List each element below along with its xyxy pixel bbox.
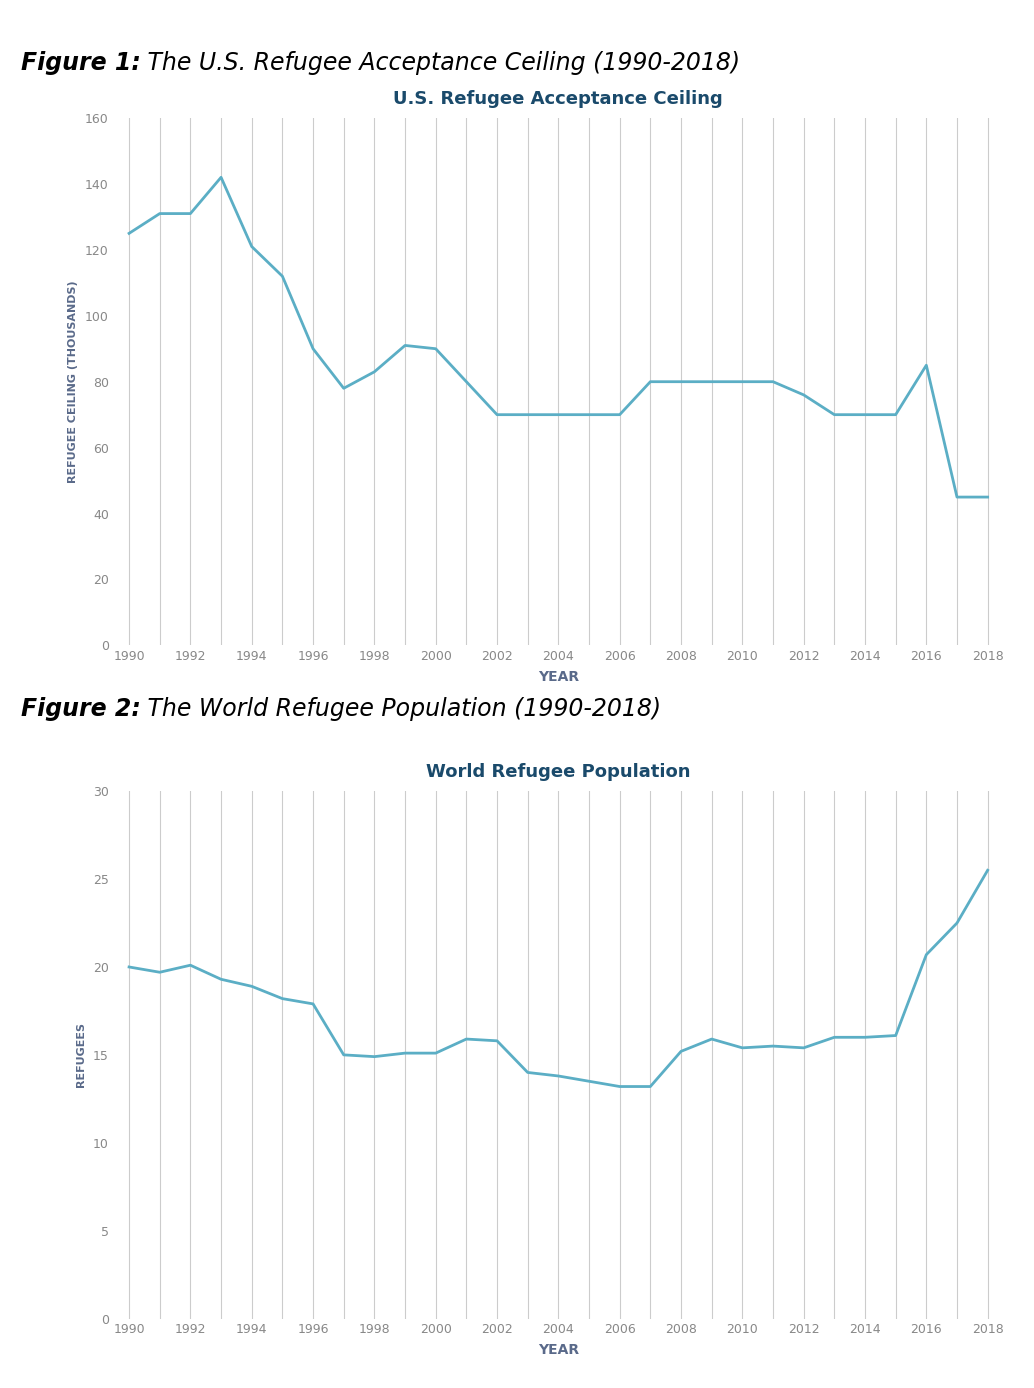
- Text: Figure 1:: Figure 1:: [21, 51, 141, 75]
- Title: World Refugee Population: World Refugee Population: [426, 763, 691, 781]
- Y-axis label: REFUGEE CEILING (THOUSANDS): REFUGEE CEILING (THOUSANDS): [68, 280, 78, 483]
- Text: The U.S. Refugee Acceptance Ceiling (1990-2018): The U.S. Refugee Acceptance Ceiling (199…: [140, 51, 739, 75]
- Text: Figure 2:: Figure 2:: [21, 697, 141, 720]
- X-axis label: YEAR: YEAR: [538, 670, 579, 684]
- Text: The World Refugee Population (1990-2018): The World Refugee Population (1990-2018): [140, 697, 661, 720]
- X-axis label: YEAR: YEAR: [538, 1344, 579, 1357]
- Title: U.S. Refugee Acceptance Ceiling: U.S. Refugee Acceptance Ceiling: [394, 90, 723, 108]
- Y-axis label: REFUGEES: REFUGEES: [77, 1023, 86, 1087]
